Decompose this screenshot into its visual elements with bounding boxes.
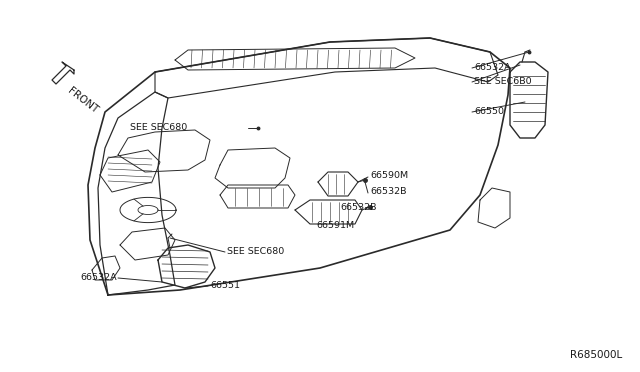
Text: 66551: 66551 [210, 280, 240, 289]
Text: 66532A: 66532A [474, 62, 511, 71]
Text: 66532A: 66532A [80, 273, 116, 282]
Text: 66550: 66550 [474, 106, 504, 115]
Text: 66532B: 66532B [370, 187, 406, 196]
Text: SEE SEC680: SEE SEC680 [227, 247, 284, 256]
Text: 66590M: 66590M [370, 171, 408, 180]
Text: SEE SEC680: SEE SEC680 [130, 122, 188, 131]
Text: 66532B: 66532B [340, 203, 376, 212]
Text: FRONT: FRONT [66, 85, 100, 115]
Text: SEE SEC6B0: SEE SEC6B0 [474, 77, 532, 86]
Text: R685000L: R685000L [570, 350, 622, 360]
Text: 66591M: 66591M [316, 221, 354, 231]
